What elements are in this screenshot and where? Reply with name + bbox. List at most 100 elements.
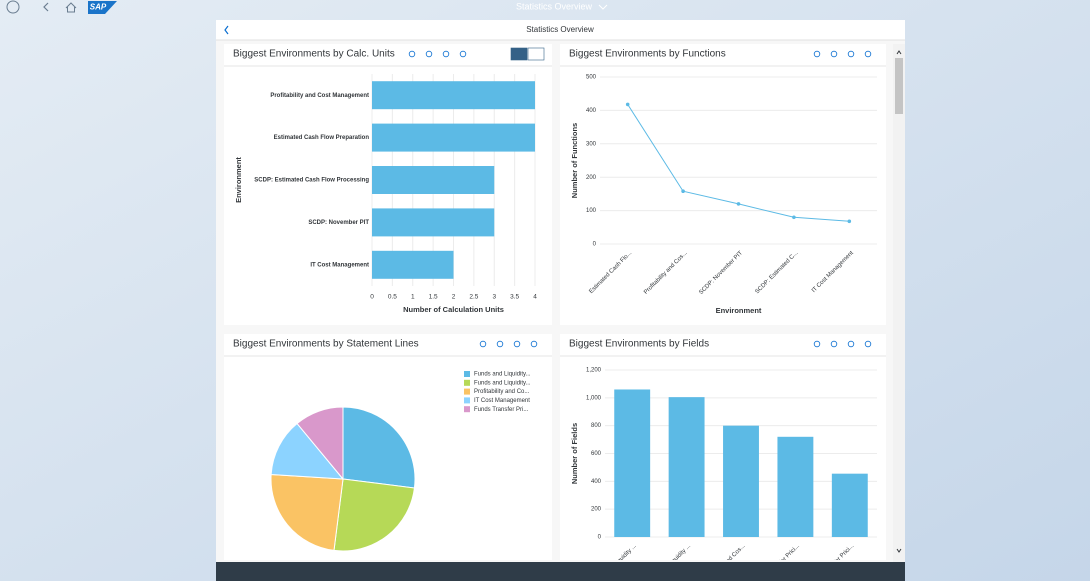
legend-label[interactable]: IT Cost Management	[474, 398, 530, 404]
x-tick-label: 2	[452, 294, 456, 301]
page-title: Statistics Overview	[526, 25, 594, 34]
toolbar-icon[interactable]	[513, 340, 521, 348]
toolbar-icon[interactable]	[442, 50, 450, 58]
scrollbar[interactable]	[893, 44, 905, 562]
y-tick-label: IT Cost Management	[310, 262, 369, 268]
x-tick-label: 1	[411, 294, 415, 301]
chart-card: Biggest Environments by Calc. Units 0 0.5 1…	[224, 44, 552, 325]
nav-back[interactable]	[224, 25, 229, 35]
pie-slice[interactable]	[296, 406, 344, 481]
y-tick-label: 200	[586, 175, 597, 181]
toolbar-icon[interactable]	[847, 340, 855, 348]
y-axis-label: Environment	[234, 157, 243, 203]
logo-text: SAP	[90, 3, 107, 12]
line-point[interactable]	[847, 219, 852, 224]
scroll-thumb[interactable]	[895, 58, 903, 114]
chart-card: Biggest Environments by Fields 0 200 400 600…	[560, 334, 886, 560]
scroll-down[interactable]	[896, 548, 902, 553]
toolbar-icon[interactable]	[425, 50, 433, 58]
bar[interactable]	[723, 425, 759, 537]
pie-slice[interactable]	[270, 473, 344, 551]
legend-swatch[interactable]	[464, 397, 470, 404]
pie-slice[interactable]	[342, 406, 416, 489]
toolbar-icon[interactable]	[864, 50, 872, 58]
x-axis-label: Number of Calculation Units	[403, 305, 504, 314]
y-tick-label: 400	[586, 108, 597, 114]
legend-swatch[interactable]	[464, 388, 470, 395]
bar[interactable]	[372, 123, 535, 152]
bar[interactable]	[614, 389, 651, 537]
y-tick-label: SCDP: November PIT	[308, 220, 369, 226]
back-icon[interactable]	[43, 2, 49, 12]
bar[interactable]	[668, 397, 705, 537]
y-tick-label: 500	[586, 75, 597, 81]
page-header	[216, 20, 905, 40]
app-title-chevron[interactable]	[598, 4, 608, 10]
y-tick-label: 300	[586, 141, 597, 147]
app-title[interactable]: Statistics Overview	[516, 1, 593, 11]
chart-title: Biggest Environments by Functions	[569, 49, 726, 60]
legend-swatch[interactable]	[464, 406, 470, 413]
x-tick-label: 3	[492, 294, 496, 301]
chart-title: Biggest Environments by Fields	[569, 339, 709, 350]
pie-slice[interactable]	[270, 422, 345, 480]
toolbar-icon[interactable]	[496, 340, 504, 348]
bar[interactable]	[372, 250, 454, 279]
toolbar-icon[interactable]	[479, 340, 487, 348]
x-tick-label: 1.5	[429, 294, 438, 301]
bar[interactable]	[372, 208, 495, 237]
legend-label[interactable]: Funds and Liquidity...	[474, 380, 531, 386]
footer-bar	[216, 562, 905, 581]
toolbar-icon[interactable]	[864, 340, 872, 348]
bar[interactable]	[372, 81, 535, 110]
toolbar-icon[interactable]	[408, 50, 416, 58]
toolbar-icon[interactable]	[813, 50, 821, 58]
y-axis-label: Number of Functions	[570, 123, 579, 198]
y-tick-label: 100	[586, 208, 597, 214]
card-background	[560, 44, 886, 325]
scroll-up[interactable]	[896, 50, 902, 55]
line-point[interactable]	[625, 102, 630, 107]
line-point[interactable]	[681, 189, 685, 194]
toolbar-icon[interactable]	[830, 50, 838, 58]
line-point[interactable]	[736, 202, 741, 206]
y-tick-label: Estimated Cash Flow Preparation	[274, 135, 370, 141]
y-tick-label: 600	[591, 451, 602, 457]
pie-slice[interactable]	[333, 478, 415, 552]
x-tick-label: 2.5	[469, 294, 478, 301]
toolbar-icon[interactable]	[530, 340, 538, 348]
y-tick-label: 0	[593, 242, 597, 248]
chart-title: Biggest Environments by Calc. Units	[233, 49, 395, 60]
bar[interactable]	[372, 166, 495, 194]
y-tick-label: SCDP: Estimated Cash Flow Processing	[254, 178, 369, 184]
toolbar-icon[interactable]	[830, 340, 838, 348]
y-tick-label: 200	[591, 507, 602, 513]
bar[interactable]	[831, 473, 868, 537]
legend-label[interactable]: Profitability and Co...	[474, 389, 530, 395]
legend-label[interactable]: Funds Transfer Pri...	[474, 407, 529, 413]
x-tick-label: 3.5	[510, 294, 519, 301]
toolbar-icon[interactable]	[847, 50, 855, 58]
y-tick-label: Profitability and Cost Management	[270, 93, 369, 99]
toolbar-toggle[interactable]	[527, 47, 545, 61]
user-icon[interactable]	[6, 0, 20, 14]
x-tick-label: 0.5	[388, 294, 397, 301]
line-point[interactable]	[792, 215, 796, 220]
legend-swatch[interactable]	[464, 371, 470, 377]
sap-logo[interactable]	[88, 1, 117, 14]
home-icon[interactable]	[65, 2, 77, 13]
legend-label[interactable]: Funds and Liquidity...	[474, 372, 531, 378]
bar[interactable]	[777, 436, 814, 537]
toolbar-icon[interactable]	[813, 340, 821, 348]
legend-swatch[interactable]	[464, 379, 470, 386]
x-tick-label: 0	[370, 294, 374, 301]
y-axis-label: Number of Fields	[570, 423, 579, 484]
chart-title: Biggest Environments by Statement Lines	[233, 339, 419, 350]
toolbar-toggle[interactable]	[510, 47, 528, 61]
y-tick-label: 1,000	[586, 395, 602, 401]
y-tick-label: 0	[598, 535, 602, 541]
x-tick-label: 4	[533, 294, 537, 301]
toolbar-icon[interactable]	[459, 50, 467, 58]
